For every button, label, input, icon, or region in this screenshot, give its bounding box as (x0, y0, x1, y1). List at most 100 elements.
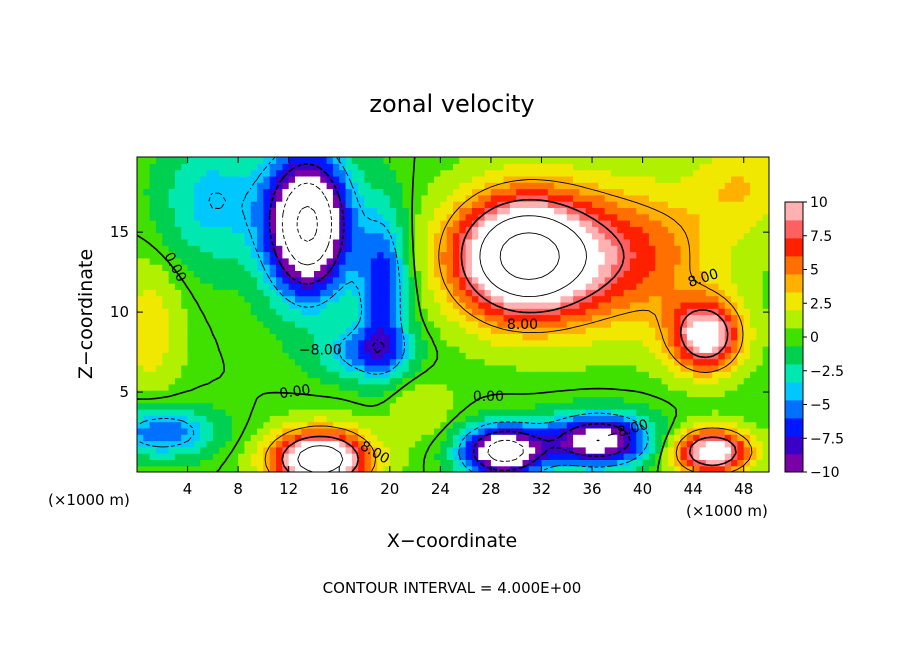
field-cell (301, 308, 309, 316)
field-cell (301, 327, 309, 334)
field-cell (257, 264, 264, 271)
field-cell (471, 308, 479, 316)
field-cell (269, 327, 277, 334)
field-cell (282, 207, 290, 215)
field-cell (509, 371, 517, 379)
field-cell (339, 251, 347, 259)
field-cell (282, 245, 290, 253)
field-cell (212, 175, 220, 183)
field-cell (440, 301, 448, 309)
field-cell (592, 238, 599, 246)
field-cell (421, 201, 429, 208)
field-cell (440, 232, 448, 240)
field-cell (358, 270, 366, 278)
field-cell (326, 459, 334, 467)
field-cell (465, 333, 473, 341)
field-cell (699, 213, 707, 221)
field-cell (250, 245, 258, 253)
field-cell (168, 320, 176, 328)
field-cell (541, 301, 549, 309)
field-cell (174, 440, 182, 448)
field-cell (617, 390, 625, 397)
field-cell (503, 465, 511, 472)
field-cell (187, 169, 195, 177)
field-cell (288, 346, 296, 353)
field-cell (434, 163, 441, 171)
field-cell (402, 346, 410, 353)
field-cell (598, 339, 606, 347)
field-cell (358, 207, 366, 215)
field-cell (421, 421, 429, 429)
field-cell (257, 446, 264, 454)
field-cell (288, 320, 296, 328)
field-cell (541, 383, 549, 391)
field-cell (731, 434, 738, 442)
field-cell (750, 396, 757, 404)
field-cell (497, 308, 505, 316)
field-cell (724, 383, 732, 391)
field-cell (535, 157, 543, 164)
field-cell (680, 163, 688, 171)
field-cell (680, 157, 688, 164)
field-cell (257, 383, 264, 391)
field-cell (459, 421, 467, 429)
field-cell (585, 440, 593, 448)
field-cell (320, 301, 328, 309)
field-cell (434, 320, 441, 328)
field-cell (573, 270, 580, 278)
field-cell (212, 301, 220, 309)
field-cell (231, 188, 239, 196)
field-cell (705, 188, 713, 196)
field-cell (623, 270, 631, 278)
field-cell (149, 358, 157, 366)
field-cell (288, 421, 296, 429)
field-cell (282, 415, 290, 423)
field-cell (471, 175, 479, 183)
field-cell (750, 339, 757, 347)
field-cell (276, 396, 283, 404)
field-cell (592, 163, 599, 171)
field-cell (263, 169, 271, 177)
field-cell (611, 182, 618, 190)
field-cell (459, 169, 467, 177)
field-cell (396, 264, 404, 271)
field-cell (307, 175, 315, 183)
field-cell (497, 188, 505, 196)
field-cell (276, 453, 283, 460)
field-cell (250, 175, 258, 183)
field-cell (503, 346, 511, 353)
field-cell (238, 346, 246, 353)
field-cell (573, 371, 580, 379)
field-cell (276, 308, 283, 316)
field-cell (257, 327, 264, 334)
field-cell (762, 377, 769, 385)
field-cell (288, 226, 296, 234)
field-cell (193, 314, 201, 322)
field-cell (332, 232, 340, 240)
field-cell (648, 264, 656, 271)
field-cell (522, 402, 530, 410)
field-cell (174, 283, 182, 290)
field-cell (453, 201, 460, 208)
field-cell (585, 283, 593, 290)
field-cell (389, 301, 397, 309)
field-cell (661, 182, 669, 190)
field-cell (579, 251, 587, 259)
field-cell (731, 157, 738, 164)
field-cell (206, 207, 214, 215)
field-cell (490, 409, 498, 416)
field-cell (592, 213, 599, 221)
field-cell (560, 194, 568, 202)
field-cell (332, 364, 340, 372)
field-cell (263, 320, 271, 328)
field-cell (693, 409, 701, 416)
field-cell (667, 169, 675, 177)
field-cell (427, 465, 435, 472)
field-cell (516, 283, 524, 290)
field-cell (655, 289, 663, 297)
field-cell (743, 289, 751, 297)
field-cell (573, 238, 580, 246)
field-cell (560, 251, 568, 259)
field-cell (187, 213, 195, 221)
field-cell (295, 163, 302, 171)
